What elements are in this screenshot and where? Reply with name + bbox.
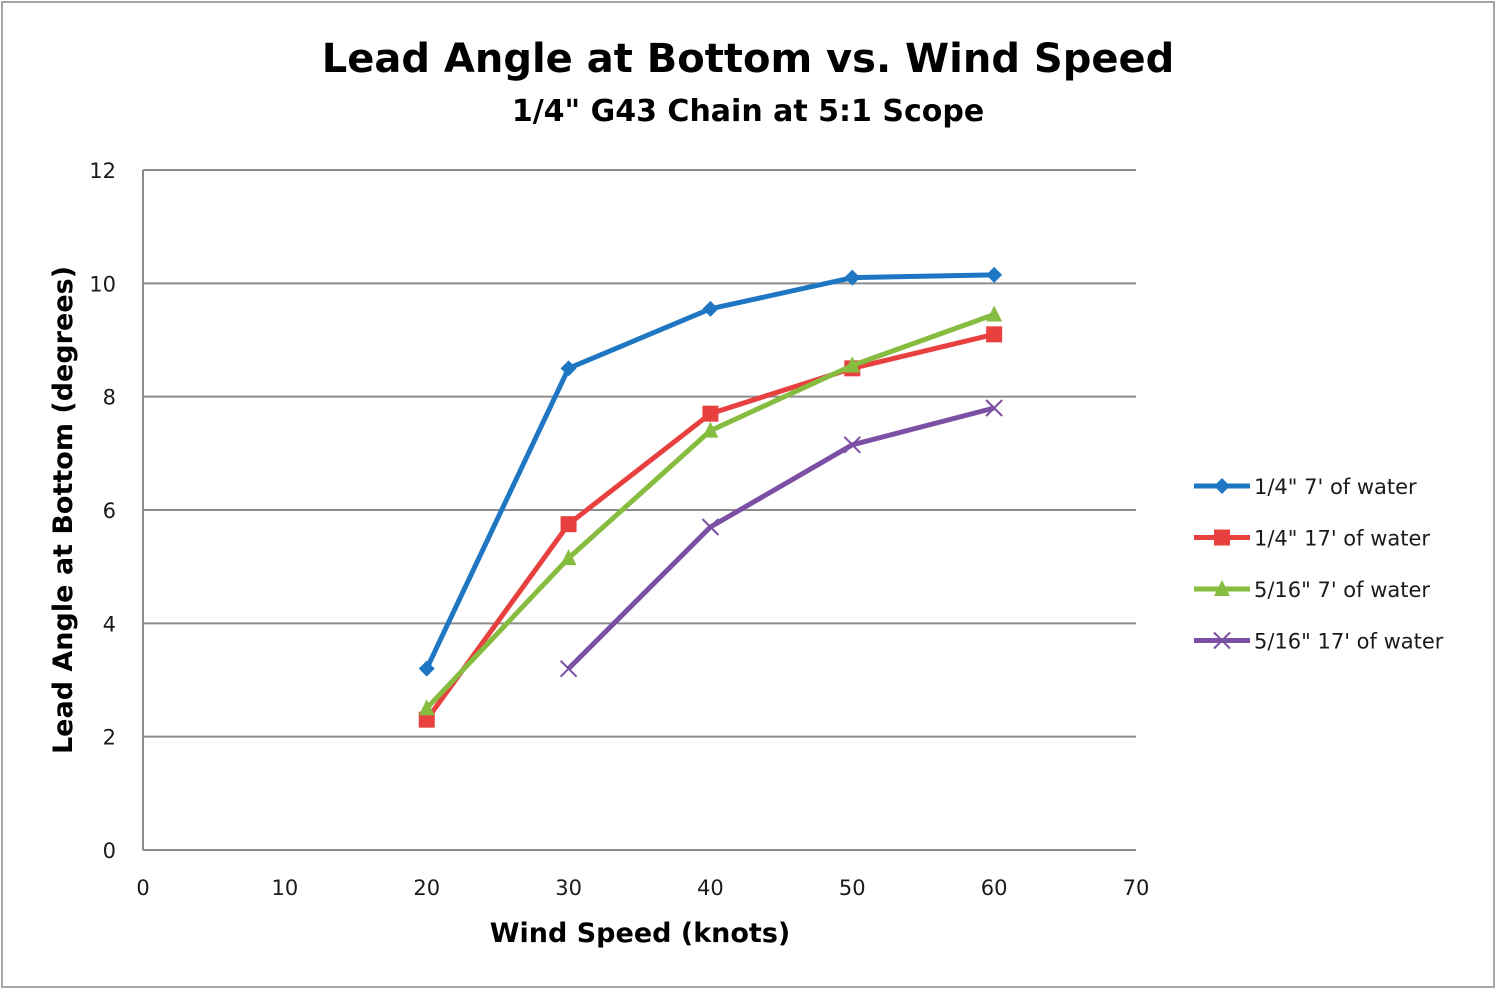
y-tick-label: 0 [103, 839, 116, 863]
data-point [986, 305, 1003, 322]
x-tick-label: 60 [981, 876, 1008, 900]
chart-title: Lead Angle at Bottom vs. Wind Speed [322, 36, 1175, 82]
x-tick-label: 50 [839, 876, 866, 900]
legend-item: 5/16" 17' of water [1194, 630, 1444, 654]
series-2 [418, 305, 1003, 716]
series-line [424, 272, 995, 670]
y-tick-label: 2 [103, 726, 116, 750]
x-tick-label: 10 [271, 876, 298, 900]
legend-marker [1213, 631, 1231, 650]
data-point [560, 549, 577, 566]
legend-marker [1214, 529, 1230, 546]
data-point [560, 516, 577, 533]
y-tick-label: 10 [89, 272, 116, 296]
y-tick-label: 6 [103, 499, 116, 523]
x-tick-label: 20 [413, 876, 440, 900]
legend-label: 5/16" 7' of water [1254, 578, 1430, 602]
legend: 1/4" 7' of water 1/4" 17' of water 5/16" 7… [1194, 475, 1444, 654]
data-point [986, 266, 1003, 283]
series-group [418, 266, 1003, 728]
gridlines [143, 169, 1136, 738]
chart-subtitle: 1/4" G43 Chain at 5:1 Scope [512, 94, 984, 129]
series-0 [418, 266, 1003, 677]
series-line [566, 405, 995, 671]
x-tick-label: 40 [697, 876, 724, 900]
data-point [844, 356, 861, 373]
y-tick-label: 8 [103, 386, 116, 410]
data-point [418, 699, 435, 716]
x-tick-label: 0 [136, 876, 149, 900]
data-point [843, 436, 861, 454]
axes [142, 170, 1136, 851]
legend-marker [1214, 478, 1230, 494]
series-3 [559, 399, 1003, 678]
legend-item: 1/4" 7' of water [1194, 475, 1417, 499]
legend-label: 5/16" 17' of water [1254, 630, 1444, 654]
data-point [985, 399, 1003, 417]
y-tick-label: 12 [89, 159, 116, 183]
series-line [424, 312, 995, 711]
data-point [559, 659, 578, 678]
y-axis-label: Lead Angle at Bottom (degrees) [48, 266, 79, 754]
data-point [418, 711, 435, 728]
legend-marker [1214, 580, 1230, 596]
x-tick-labels: 0 10 20 30 40 50 60 70 [136, 876, 1149, 900]
y-tick-labels: 0 2 4 6 8 10 12 [89, 159, 116, 863]
data-point [560, 360, 577, 377]
x-tick-label: 30 [555, 876, 582, 900]
data-point [701, 518, 720, 536]
data-point [418, 660, 435, 677]
legend-item: 1/4" 17' of water [1194, 527, 1430, 551]
data-point [702, 300, 719, 317]
y-tick-label: 4 [103, 612, 116, 636]
data-point [702, 421, 719, 438]
data-point [986, 326, 1003, 343]
data-point [702, 405, 719, 422]
legend-label: 1/4" 17' of water [1254, 527, 1430, 551]
x-tick-label: 70 [1123, 876, 1150, 900]
data-point [844, 269, 861, 286]
legend-label: 1/4" 7' of water [1254, 475, 1417, 499]
x-axis-label: Wind Speed (knots) [490, 918, 791, 949]
legend-item: 5/16" 7' of water [1194, 578, 1430, 602]
